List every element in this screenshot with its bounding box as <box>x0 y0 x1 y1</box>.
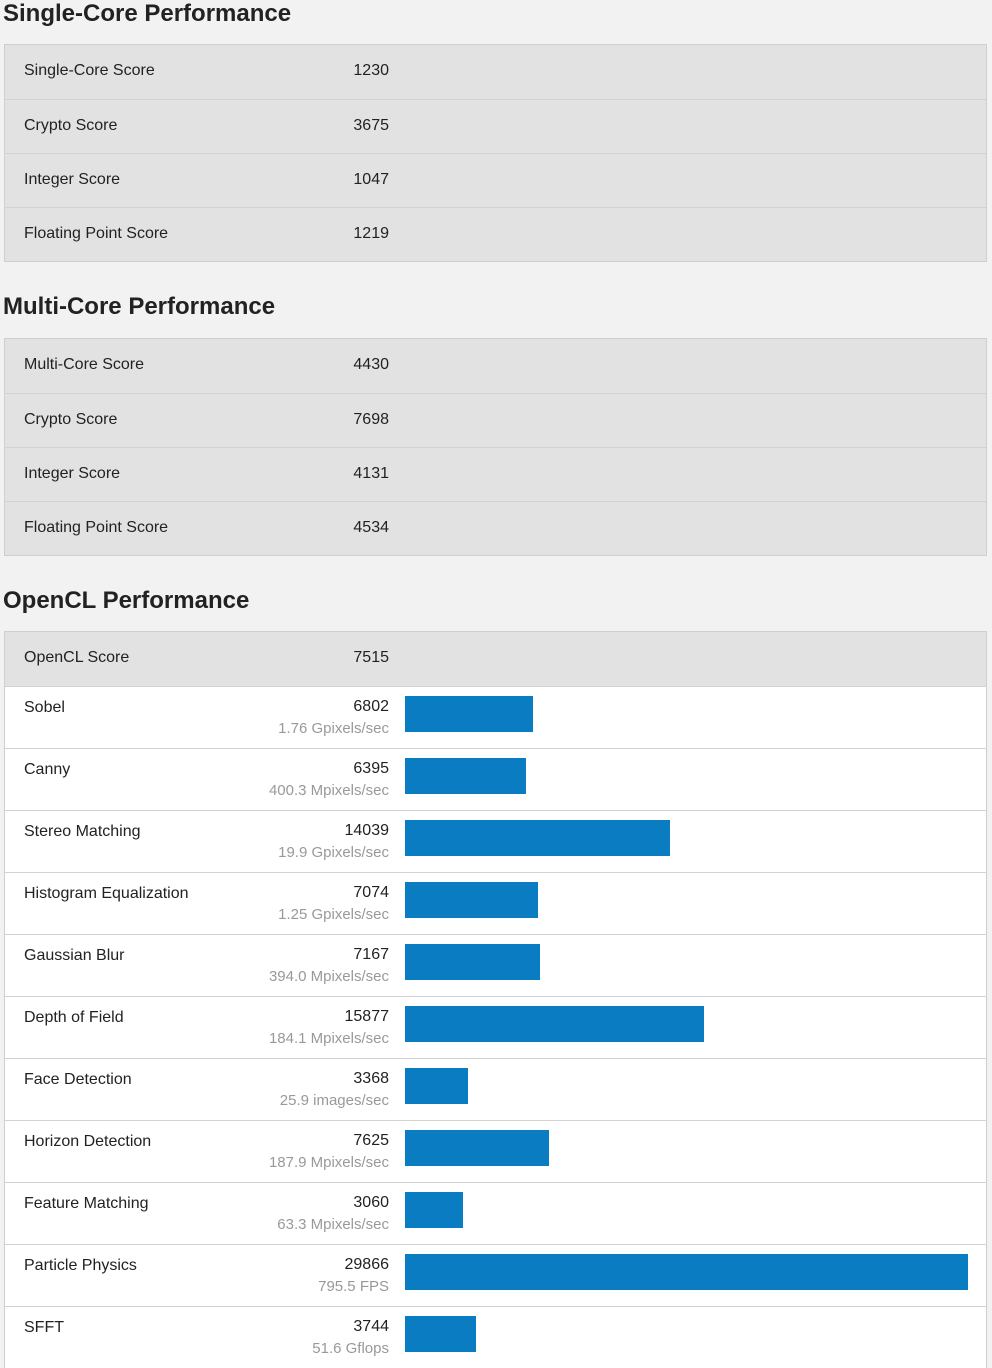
benchmark-score: 15877 <box>344 1008 390 1025</box>
benchmark-score: 3060 <box>353 1194 389 1211</box>
benchmark-score: 7167 <box>353 946 389 963</box>
row-score: 3675 <box>353 117 389 134</box>
table-row: Single-Core Score 1230 <box>5 45 986 99</box>
table-row: Floating Point Score 4534 <box>5 501 986 555</box>
table-row: Integer Score 1047 <box>5 153 986 207</box>
table-row: Particle Physics 29866 795.5 FPS <box>5 1244 986 1306</box>
benchmark-score: 14039 <box>344 822 390 839</box>
section-title-opencl: OpenCL Performance <box>3 587 250 614</box>
row-score: 1047 <box>353 171 389 188</box>
benchmark-rate: 63.3 Mpixels/sec <box>277 1216 389 1233</box>
benchmark-label: Face Detection <box>24 1071 132 1088</box>
benchmark-rate: 51.6 Gflops <box>312 1340 389 1357</box>
row-score: 4430 <box>353 356 389 373</box>
benchmark-rate: 394.0 Mpixels/sec <box>268 968 389 985</box>
score-bar <box>405 1006 704 1042</box>
benchmark-score: 7074 <box>353 884 389 901</box>
table-row: Stereo Matching 14039 19.9 Gpixels/sec <box>5 810 986 872</box>
benchmark-rate: 400.3 Mpixels/sec <box>268 782 389 799</box>
row-score: 7515 <box>353 649 389 666</box>
benchmark-label: Depth of Field <box>24 1009 124 1026</box>
table-row: Canny 6395 400.3 Mpixels/sec <box>5 748 986 810</box>
score-bar <box>405 1130 549 1166</box>
row-label: Integer Score <box>24 465 121 482</box>
score-bar <box>405 882 538 918</box>
section-title-multi-core: Multi-Core Performance <box>3 293 276 320</box>
benchmark-label: SFFT <box>24 1319 64 1336</box>
row-score: 1219 <box>353 225 389 242</box>
benchmark-score: 3368 <box>353 1070 389 1087</box>
table-row: Depth of Field 15877 184.1 Mpixels/sec <box>5 996 986 1058</box>
score-bar <box>405 758 526 794</box>
table-row: Sobel 6802 1.76 Gpixels/sec <box>5 686 986 748</box>
row-label: Floating Point Score <box>24 225 169 242</box>
row-label: OpenCL Score <box>24 649 130 666</box>
row-label: Crypto Score <box>24 411 118 428</box>
benchmark-label: Stereo Matching <box>24 823 141 840</box>
row-score: 7698 <box>353 411 389 428</box>
benchmark-rate: 25.9 images/sec <box>279 1092 389 1109</box>
table-row: Multi-Core Score 4430 <box>5 339 986 393</box>
benchmark-label: Horizon Detection <box>24 1133 152 1150</box>
row-label: Integer Score <box>24 171 121 188</box>
single-core-table: Single-Core Score 1230 Crypto Score 3675… <box>4 44 987 262</box>
table-row: Crypto Score 3675 <box>5 99 986 153</box>
table-row: Integer Score 4131 <box>5 447 986 501</box>
row-score: 1230 <box>353 62 389 79</box>
benchmark-rate: 19.9 Gpixels/sec <box>278 844 389 861</box>
benchmark-label: Particle Physics <box>24 1257 137 1274</box>
score-bar <box>405 1068 468 1104</box>
table-row: Horizon Detection 7625 187.9 Mpixels/sec <box>5 1120 986 1182</box>
multi-core-table: Multi-Core Score 4430 Crypto Score 7698 … <box>4 338 987 556</box>
score-bar <box>405 1316 476 1352</box>
table-row: Histogram Equalization 7074 1.25 Gpixels/s… <box>5 872 986 934</box>
score-bar <box>405 944 540 980</box>
benchmark-label: Gaussian Blur <box>24 947 125 964</box>
benchmark-rate: 1.25 Gpixels/sec <box>278 906 389 923</box>
table-row: Feature Matching 3060 63.3 Mpixels/sec <box>5 1182 986 1244</box>
benchmark-rate: 1.76 Gpixels/sec <box>278 720 389 737</box>
benchmark-score: 6395 <box>353 760 389 777</box>
row-score: 4534 <box>353 519 389 536</box>
benchmark-label: Histogram Equalization <box>24 885 189 902</box>
benchmark-label: Sobel <box>24 699 65 716</box>
benchmark-label: Canny <box>24 761 71 778</box>
benchmark-score: 3744 <box>353 1318 389 1335</box>
benchmark-label: Feature Matching <box>24 1195 149 1212</box>
row-score: 4131 <box>353 465 389 482</box>
benchmark-score: 6802 <box>353 698 389 715</box>
row-label: Floating Point Score <box>24 519 169 536</box>
benchmark-score: 29866 <box>344 1256 390 1273</box>
table-row: Crypto Score 7698 <box>5 393 986 447</box>
score-bar <box>405 696 533 732</box>
row-label: Crypto Score <box>24 117 118 134</box>
row-label: Multi-Core Score <box>24 356 145 373</box>
table-row: Floating Point Score 1219 <box>5 207 986 261</box>
row-label: Single-Core Score <box>24 62 155 79</box>
benchmark-rate: 184.1 Mpixels/sec <box>268 1030 389 1047</box>
table-row: Gaussian Blur 7167 394.0 Mpixels/sec <box>5 934 986 996</box>
opencl-table: OpenCL Score 7515 Sobel 6802 1.76 Gpixels/… <box>4 631 987 1368</box>
benchmark-rate: 795.5 FPS <box>318 1278 389 1295</box>
table-row: SFFT 3744 51.6 Gflops <box>5 1306 986 1368</box>
benchmark-score: 7625 <box>353 1132 389 1149</box>
benchmark-rate: 187.9 Mpixels/sec <box>268 1154 389 1171</box>
table-row-opencl-score: OpenCL Score 7515 <box>5 632 986 686</box>
table-row: Face Detection 3368 25.9 images/sec <box>5 1058 986 1120</box>
score-bar <box>405 1192 463 1228</box>
score-bar <box>405 1254 968 1290</box>
score-bar <box>405 820 670 856</box>
section-title-single-core: Single-Core Performance <box>3 0 292 27</box>
